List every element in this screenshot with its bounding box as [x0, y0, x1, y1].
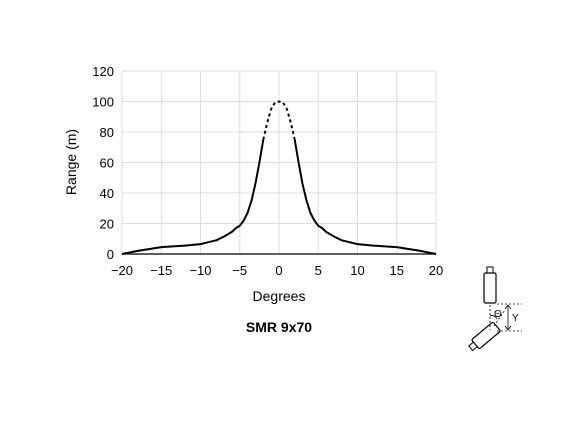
x-tick-label: −5: [232, 263, 247, 278]
x-tick-label: 10: [350, 263, 364, 278]
dimension-arrow-head-top: [504, 304, 512, 310]
lower-sensor-icon: [468, 321, 501, 352]
series-group: [121, 100, 437, 255]
x-tick-label: 15: [390, 263, 404, 278]
angle-symbol: Θ: [494, 309, 502, 320]
x-tick-label: −20: [111, 263, 133, 278]
chart-title: SMR 9x70: [246, 319, 312, 335]
y-axis-title: Range (m): [63, 129, 79, 195]
series-line-solid: [293, 139, 437, 255]
x-tick-label: 5: [315, 263, 322, 278]
y-tick-label: 120: [92, 64, 114, 79]
x-axis-title: Degrees: [253, 288, 306, 304]
x-tick-label: 20: [429, 263, 443, 278]
sensor-geometry-diagram: Θ Y: [468, 266, 522, 352]
x-tick-label: −15: [150, 263, 172, 278]
series-line-dashed: [262, 100, 296, 140]
beam-line: [493, 309, 506, 327]
x-tick-label: −10: [189, 263, 211, 278]
series-line-solid: [121, 139, 265, 255]
grid: [121, 70, 437, 255]
y-tick-label: 100: [92, 95, 114, 110]
y-tick-label: 0: [107, 247, 114, 262]
y-tick-label: 60: [100, 156, 114, 171]
tick-labels: −20 −15 −10 −5 0 5 10 15 20 0 20 40 60 80 100 120: [92, 64, 443, 278]
distance-symbol: Y: [512, 313, 519, 324]
y-tick-label: 80: [100, 125, 114, 140]
angle-arc: [489, 315, 498, 320]
y-tick-label: 20: [100, 217, 114, 232]
y-tick-label: 40: [100, 186, 114, 201]
upper-sensor-icon: [483, 266, 497, 304]
x-tick-label: 0: [275, 263, 282, 278]
dimension-arrow-head-bottom: [504, 325, 512, 331]
